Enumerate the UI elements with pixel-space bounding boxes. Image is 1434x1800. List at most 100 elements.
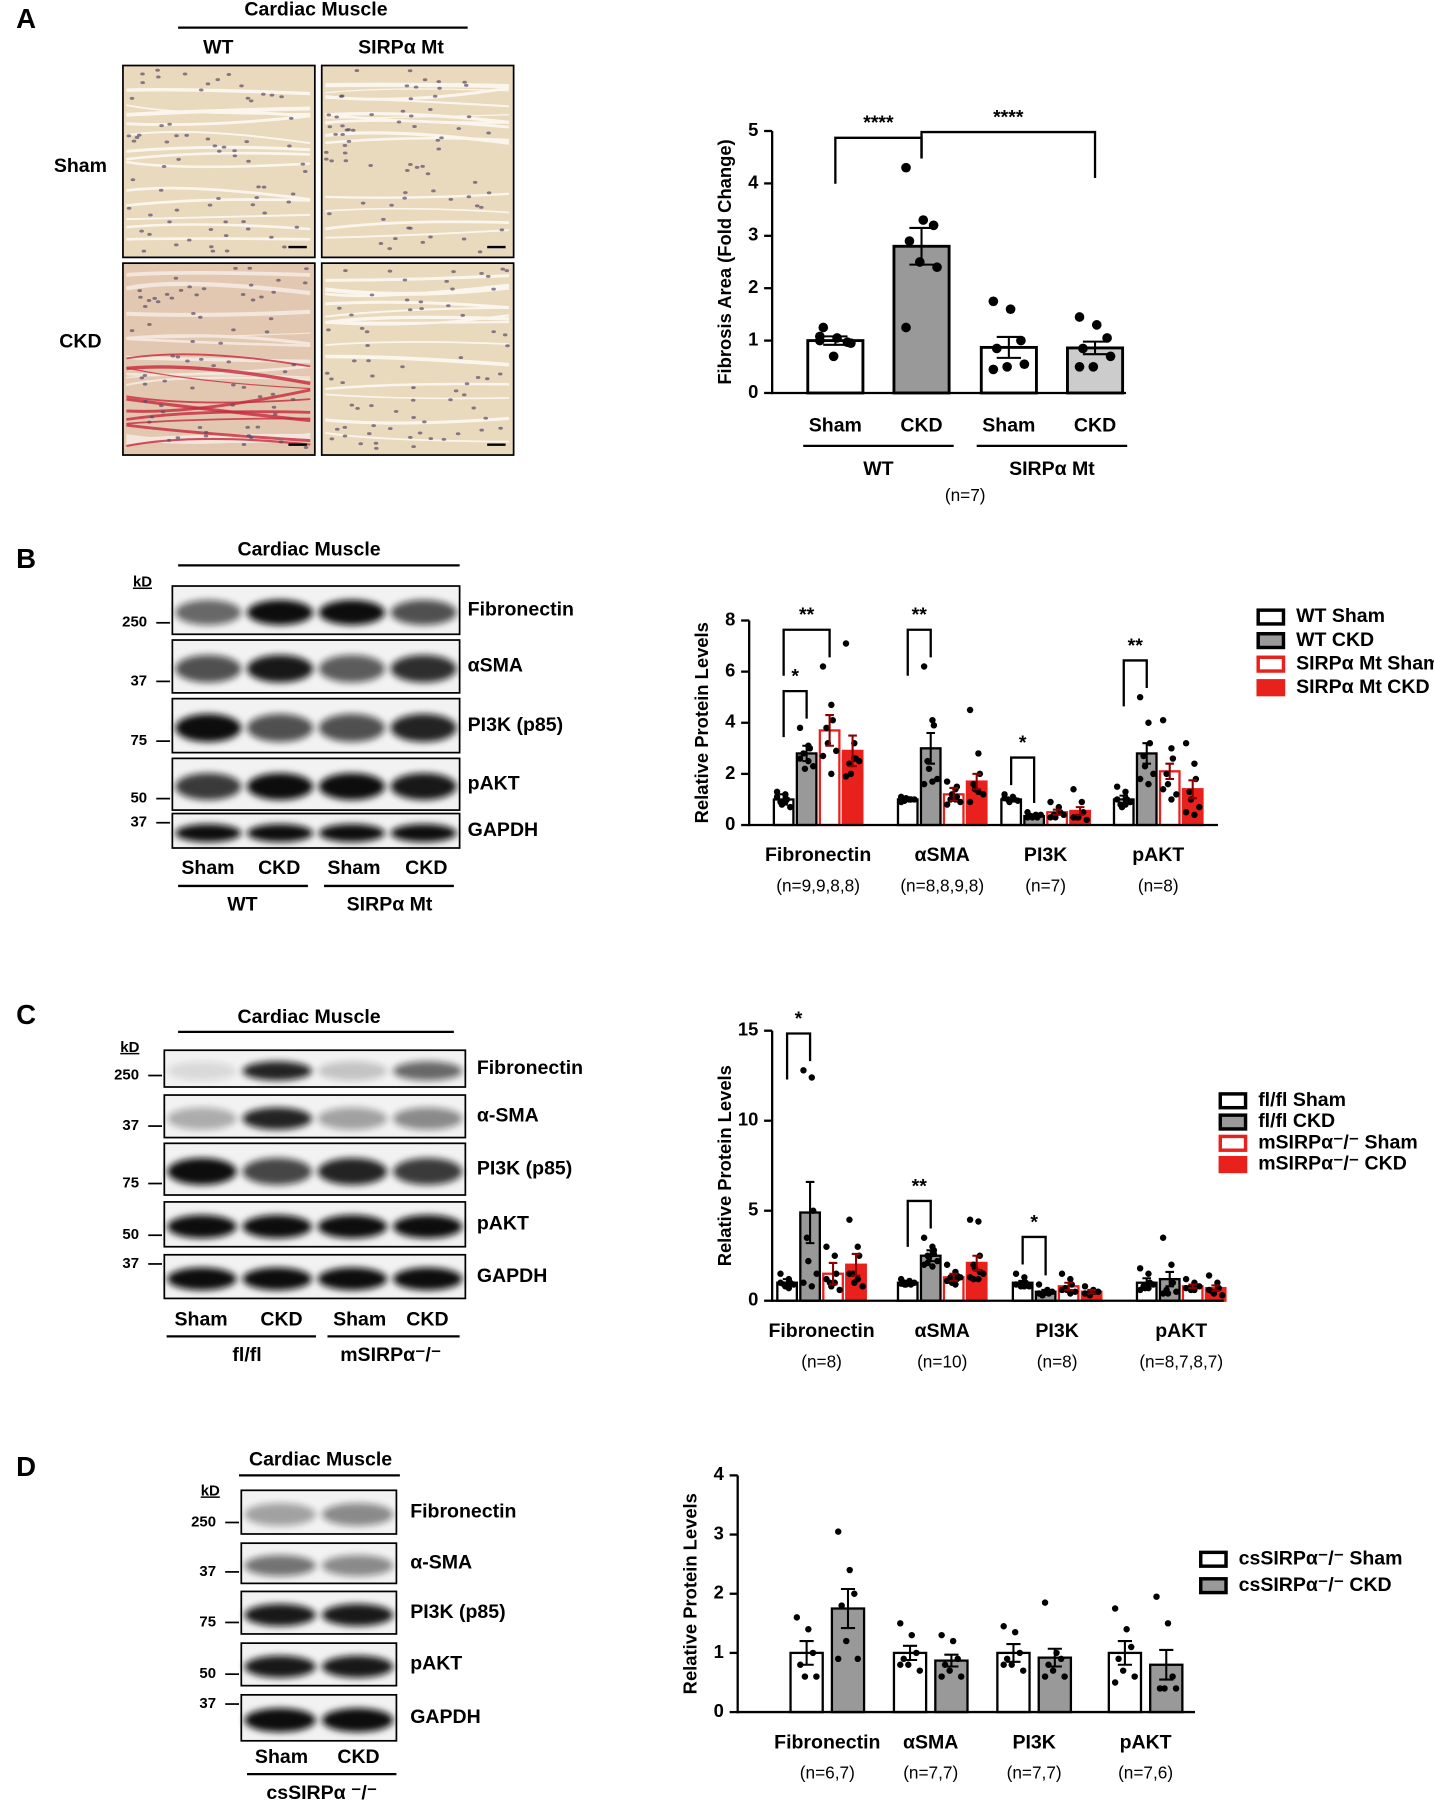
- data-point: [808, 1283, 816, 1290]
- nucleus: [271, 290, 276, 294]
- significance-bracket: [906, 628, 932, 676]
- legend-swatch: [1256, 679, 1286, 697]
- band: [244, 1655, 316, 1678]
- nucleus: [425, 172, 431, 176]
- tissue: [320, 64, 515, 259]
- n-label: (n=8,8,9,8): [900, 876, 984, 896]
- nucleus: [371, 424, 376, 428]
- data-point: [1005, 304, 1016, 314]
- lane-label: Sham: [333, 1308, 386, 1330]
- kd-marker: 37: [199, 1563, 216, 1580]
- blot-strip: [171, 639, 461, 694]
- nucleus: [437, 86, 442, 90]
- nucleus: [366, 359, 371, 363]
- significance-label: ****: [993, 106, 1024, 128]
- nucleus: [455, 432, 461, 436]
- data-point: [1164, 1620, 1172, 1627]
- nucleus: [350, 128, 356, 132]
- nucleus: [261, 185, 267, 189]
- data-point: [1060, 811, 1067, 819]
- data-point: [846, 1216, 853, 1223]
- n-label: (n=7,7): [1007, 1763, 1062, 1783]
- data-point: [823, 1243, 830, 1250]
- significance-bracket: [834, 136, 923, 184]
- data-point: [897, 798, 905, 806]
- band: [244, 1503, 316, 1526]
- data-point: [916, 1667, 924, 1674]
- nucleus: [248, 283, 254, 287]
- legend-swatch: [1218, 1155, 1248, 1174]
- nucleus: [448, 197, 454, 201]
- collagen: [126, 388, 311, 413]
- error-bar: [972, 1254, 981, 1272]
- nucleus: [147, 232, 152, 236]
- nucleus: [360, 201, 366, 205]
- data-point: [846, 1566, 853, 1574]
- data-point: [819, 663, 827, 670]
- data-point: [1081, 1283, 1089, 1290]
- fiber-gap: [325, 300, 510, 310]
- nucleus: [212, 144, 218, 148]
- kd-marker: 37: [130, 672, 147, 689]
- data-point: [1011, 1628, 1019, 1636]
- nucleus: [191, 312, 196, 316]
- nucleus: [203, 430, 209, 434]
- nucleus: [387, 247, 392, 251]
- nucleus: [164, 292, 170, 296]
- data-point: [1136, 775, 1144, 783]
- band: [175, 824, 242, 843]
- nucleus: [140, 81, 145, 85]
- data-point: [1067, 1275, 1074, 1283]
- fiber-gap: [126, 237, 311, 241]
- band: [318, 824, 385, 843]
- data-point: [832, 747, 840, 755]
- data-point: [930, 722, 938, 729]
- kd-marker: 50: [199, 1665, 216, 1682]
- nucleus: [343, 159, 349, 163]
- nucleus: [185, 359, 190, 363]
- nucleus: [294, 225, 300, 229]
- y-tick-label: 8: [725, 608, 735, 629]
- nucleus: [334, 427, 340, 431]
- fiber-gap: [325, 229, 510, 239]
- nucleus: [340, 124, 345, 128]
- blot-strip: [171, 585, 461, 636]
- band: [318, 773, 385, 800]
- nucleus: [198, 88, 204, 92]
- histology-image: [320, 64, 515, 259]
- data-point: [1186, 788, 1193, 796]
- legend-label: WT Sham: [1296, 605, 1385, 627]
- data-point: [810, 1207, 817, 1214]
- nucleus: [402, 196, 407, 200]
- nucleus: [422, 420, 427, 424]
- nucleus: [170, 354, 176, 358]
- y-tick-label: 1: [714, 1641, 724, 1662]
- nucleus: [259, 295, 264, 299]
- nucleus: [205, 137, 211, 141]
- band: [175, 773, 242, 800]
- data-point: [1205, 1272, 1213, 1279]
- nucleus: [232, 149, 237, 153]
- band: [247, 713, 314, 742]
- nucleus: [461, 393, 467, 397]
- nucleus: [156, 75, 161, 79]
- error-bar: [944, 1653, 959, 1668]
- nucleus: [233, 266, 238, 270]
- data-point: [1035, 1290, 1043, 1297]
- group-label: SIRPα Mt: [1009, 458, 1095, 480]
- fiber-gap: [126, 213, 311, 221]
- nucleus: [483, 416, 489, 420]
- significance-label: **: [799, 604, 815, 626]
- nucleus: [419, 307, 424, 311]
- nucleus: [159, 124, 164, 128]
- fiber-gap: [126, 337, 311, 347]
- data-point: [1169, 1673, 1176, 1680]
- fiber-gap: [324, 220, 510, 231]
- nucleus: [436, 147, 442, 151]
- legend-label: csSIRPα⁻/⁻ CKD: [1239, 1574, 1392, 1596]
- nucleus: [431, 189, 436, 193]
- y-tick-label: 0: [748, 381, 758, 402]
- data-point: [1128, 1643, 1135, 1651]
- nucleus: [428, 107, 433, 111]
- data-point: [1074, 361, 1085, 372]
